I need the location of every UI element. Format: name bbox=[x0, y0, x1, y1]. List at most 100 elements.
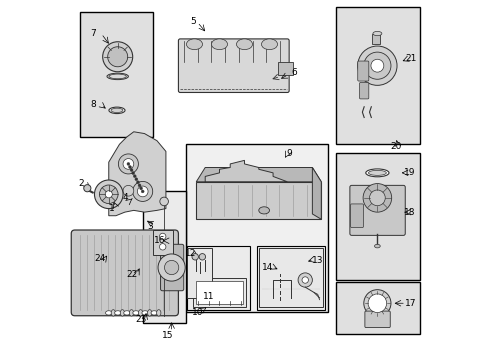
Ellipse shape bbox=[372, 31, 381, 36]
Circle shape bbox=[159, 233, 165, 240]
Text: 15: 15 bbox=[162, 331, 173, 340]
Circle shape bbox=[363, 184, 391, 212]
Circle shape bbox=[367, 294, 386, 312]
Bar bbox=[142, 191, 185, 323]
Text: 4: 4 bbox=[122, 193, 128, 202]
Text: 10: 10 bbox=[192, 308, 203, 317]
Circle shape bbox=[128, 166, 131, 168]
Bar bbox=[335, 282, 419, 334]
Bar bbox=[335, 153, 419, 280]
Bar bbox=[257, 246, 324, 310]
Circle shape bbox=[137, 186, 148, 197]
Circle shape bbox=[160, 197, 168, 206]
Circle shape bbox=[83, 185, 91, 192]
Circle shape bbox=[357, 46, 396, 85]
Bar bbox=[152, 230, 173, 255]
Text: 12: 12 bbox=[184, 249, 196, 258]
Ellipse shape bbox=[123, 311, 130, 315]
Circle shape bbox=[164, 260, 179, 275]
Ellipse shape bbox=[186, 39, 202, 50]
Ellipse shape bbox=[129, 310, 133, 316]
Circle shape bbox=[192, 253, 198, 260]
Bar bbox=[335, 7, 419, 144]
Bar bbox=[278, 62, 292, 75]
Circle shape bbox=[363, 290, 390, 317]
Text: 9: 9 bbox=[285, 149, 291, 158]
Circle shape bbox=[136, 181, 139, 184]
Polygon shape bbox=[312, 167, 321, 219]
Circle shape bbox=[94, 180, 123, 208]
Ellipse shape bbox=[147, 310, 151, 316]
Ellipse shape bbox=[109, 107, 125, 113]
Ellipse shape bbox=[258, 207, 269, 214]
Circle shape bbox=[159, 244, 165, 250]
Text: 1: 1 bbox=[109, 204, 115, 213]
Text: 6: 6 bbox=[291, 68, 297, 77]
Circle shape bbox=[102, 42, 132, 72]
Circle shape bbox=[133, 175, 136, 177]
Text: 3: 3 bbox=[147, 222, 152, 231]
Text: 19: 19 bbox=[403, 168, 415, 177]
Circle shape bbox=[298, 273, 312, 287]
Circle shape bbox=[135, 178, 138, 181]
FancyBboxPatch shape bbox=[160, 244, 183, 291]
FancyBboxPatch shape bbox=[364, 311, 389, 328]
Text: 2: 2 bbox=[78, 179, 84, 188]
FancyBboxPatch shape bbox=[350, 204, 363, 228]
Polygon shape bbox=[205, 160, 287, 182]
FancyBboxPatch shape bbox=[71, 230, 178, 316]
Text: 24: 24 bbox=[94, 254, 105, 263]
Circle shape bbox=[107, 47, 127, 67]
Circle shape bbox=[130, 168, 133, 171]
Text: 18: 18 bbox=[403, 208, 415, 217]
Ellipse shape bbox=[151, 311, 157, 315]
Circle shape bbox=[370, 59, 383, 72]
Text: 17: 17 bbox=[404, 299, 415, 308]
Ellipse shape bbox=[114, 311, 121, 315]
Text: 22: 22 bbox=[126, 270, 137, 279]
FancyBboxPatch shape bbox=[359, 82, 368, 99]
Circle shape bbox=[132, 181, 152, 202]
Ellipse shape bbox=[156, 310, 161, 316]
Text: 21: 21 bbox=[405, 54, 416, 63]
Circle shape bbox=[131, 172, 134, 175]
Bar bbox=[187, 246, 249, 310]
Circle shape bbox=[363, 52, 390, 79]
Circle shape bbox=[127, 162, 130, 165]
Ellipse shape bbox=[107, 73, 128, 80]
Bar bbox=[80, 12, 153, 137]
Bar bbox=[185, 144, 328, 312]
Bar bbox=[187, 248, 212, 298]
Ellipse shape bbox=[120, 310, 124, 316]
FancyBboxPatch shape bbox=[349, 185, 405, 235]
FancyBboxPatch shape bbox=[357, 61, 368, 81]
Circle shape bbox=[369, 190, 385, 206]
Text: 13: 13 bbox=[311, 256, 323, 265]
Bar bbox=[196, 281, 242, 304]
Polygon shape bbox=[196, 167, 321, 182]
Ellipse shape bbox=[138, 310, 142, 316]
Text: 16: 16 bbox=[154, 236, 165, 245]
Ellipse shape bbox=[105, 311, 112, 315]
Circle shape bbox=[123, 185, 134, 196]
Circle shape bbox=[302, 277, 308, 283]
Ellipse shape bbox=[261, 39, 277, 50]
Ellipse shape bbox=[367, 170, 386, 175]
Bar bbox=[192, 278, 246, 307]
Text: 14: 14 bbox=[262, 263, 273, 272]
Bar bbox=[258, 248, 323, 307]
Ellipse shape bbox=[111, 108, 122, 112]
Ellipse shape bbox=[111, 310, 115, 316]
Circle shape bbox=[140, 187, 142, 190]
Ellipse shape bbox=[109, 74, 126, 79]
Text: 23: 23 bbox=[135, 315, 146, 324]
Circle shape bbox=[105, 191, 112, 198]
Circle shape bbox=[123, 158, 134, 169]
Ellipse shape bbox=[374, 244, 380, 248]
Bar bbox=[372, 33, 379, 44]
Text: 8: 8 bbox=[90, 100, 96, 109]
Text: 20: 20 bbox=[390, 141, 401, 150]
Ellipse shape bbox=[211, 39, 227, 50]
Ellipse shape bbox=[365, 169, 388, 177]
Ellipse shape bbox=[142, 311, 148, 315]
